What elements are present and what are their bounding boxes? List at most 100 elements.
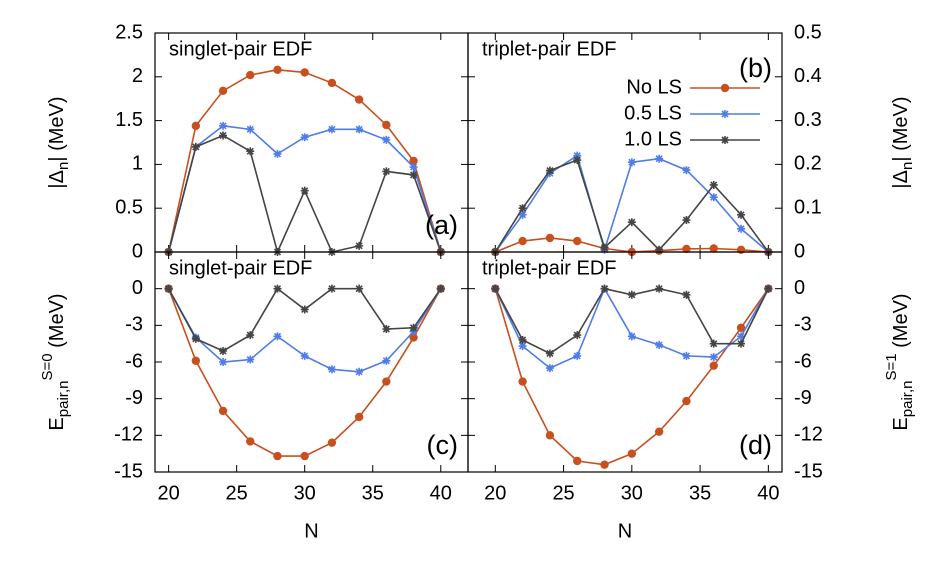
marker (191, 121, 201, 131)
marker (246, 437, 255, 446)
plot-frame (154, 251, 469, 473)
y-tick-label: 0.2 (794, 153, 822, 175)
marker (355, 284, 364, 293)
marker (518, 342, 527, 351)
marker (382, 356, 391, 365)
marker (327, 78, 337, 88)
marker (545, 431, 555, 440)
marker (737, 210, 746, 219)
marker (764, 284, 773, 293)
marker (627, 332, 636, 341)
marker (273, 451, 282, 461)
marker (355, 241, 364, 250)
y-axis-label: Epair,nS=1 (MeV) (883, 293, 916, 430)
y-tick-label: -3 (794, 314, 812, 336)
y-axis-label-part: pair,n (55, 381, 72, 418)
x-tick-label: 35 (689, 482, 711, 504)
marker (382, 377, 391, 386)
marker (327, 365, 336, 374)
series-line (167, 68, 442, 253)
marker (545, 166, 554, 175)
series-line (167, 287, 442, 352)
panel-label: (d) (739, 430, 772, 460)
panel-title: singlet-pair EDF (169, 257, 312, 279)
y-tick-label: -15 (114, 460, 143, 482)
y-axis-label-part: n (55, 162, 72, 170)
y-tick-label: -6 (794, 350, 812, 372)
marker (409, 333, 418, 342)
marker (600, 243, 609, 252)
marker (191, 334, 200, 343)
y-tick-label: 0.5 (794, 21, 822, 43)
x-tick-label: 30 (621, 482, 643, 504)
marker (627, 158, 636, 167)
marker (219, 358, 228, 366)
panel-label: (c) (427, 430, 458, 460)
marker (491, 284, 500, 293)
marker (246, 355, 255, 364)
marker (682, 244, 691, 254)
legend-label: 0.5 LS (624, 102, 682, 124)
marker (737, 339, 746, 348)
y-tick-label: -3 (125, 314, 143, 336)
series-line (494, 286, 770, 370)
y-axis-label: |Δn| (MeV) (890, 96, 916, 188)
marker (354, 412, 364, 422)
x-tick-label: 40 (430, 482, 452, 504)
y-axis-label-part: |Δ (890, 170, 912, 189)
y-tick-label: 0.4 (794, 65, 822, 87)
marker (327, 438, 337, 447)
panel-title: triplet-pair EDF (482, 257, 616, 279)
y-tick-label: -15 (794, 460, 823, 482)
y-axis-label-part: E (46, 417, 68, 430)
panel-title: triplet-pair EDF (482, 38, 616, 60)
marker (682, 396, 691, 406)
marker (518, 336, 527, 344)
marker (709, 339, 718, 348)
y-tick-label: -6 (125, 350, 143, 372)
marker (721, 110, 729, 118)
marker (682, 216, 691, 225)
x-tick-label: 30 (294, 482, 316, 504)
marker (600, 284, 609, 293)
marker (573, 351, 582, 360)
marker (409, 156, 418, 166)
marker (720, 83, 730, 93)
marker (655, 245, 664, 254)
marker (518, 236, 527, 246)
marker (709, 180, 718, 189)
y-tick-label: 1 (132, 153, 143, 175)
marker (354, 95, 364, 104)
marker (218, 406, 228, 416)
marker (191, 356, 201, 365)
series-line (494, 288, 770, 466)
marker (573, 456, 582, 466)
marker (273, 149, 282, 158)
marker (709, 353, 718, 362)
marker (737, 332, 746, 341)
y-tick-label: -12 (794, 424, 823, 446)
marker (721, 136, 729, 144)
marker (518, 210, 527, 219)
marker (300, 351, 309, 360)
marker (273, 332, 282, 341)
marker (627, 218, 636, 227)
marker (737, 224, 746, 233)
marker (382, 120, 391, 130)
marker (709, 244, 718, 253)
marker (736, 323, 746, 332)
marker (709, 361, 718, 370)
x-tick-label: 20 (484, 482, 506, 504)
y-axis-label-part: (MeV) (890, 293, 912, 353)
marker (573, 331, 582, 340)
y-tick-label: 0 (794, 240, 805, 262)
marker (682, 166, 691, 175)
marker (573, 151, 582, 160)
x-tick-label: 35 (362, 482, 384, 504)
y-tick-label: 0.3 (794, 109, 822, 131)
marker (246, 331, 255, 340)
marker (436, 284, 445, 293)
marker (655, 284, 664, 293)
marker (382, 325, 391, 333)
